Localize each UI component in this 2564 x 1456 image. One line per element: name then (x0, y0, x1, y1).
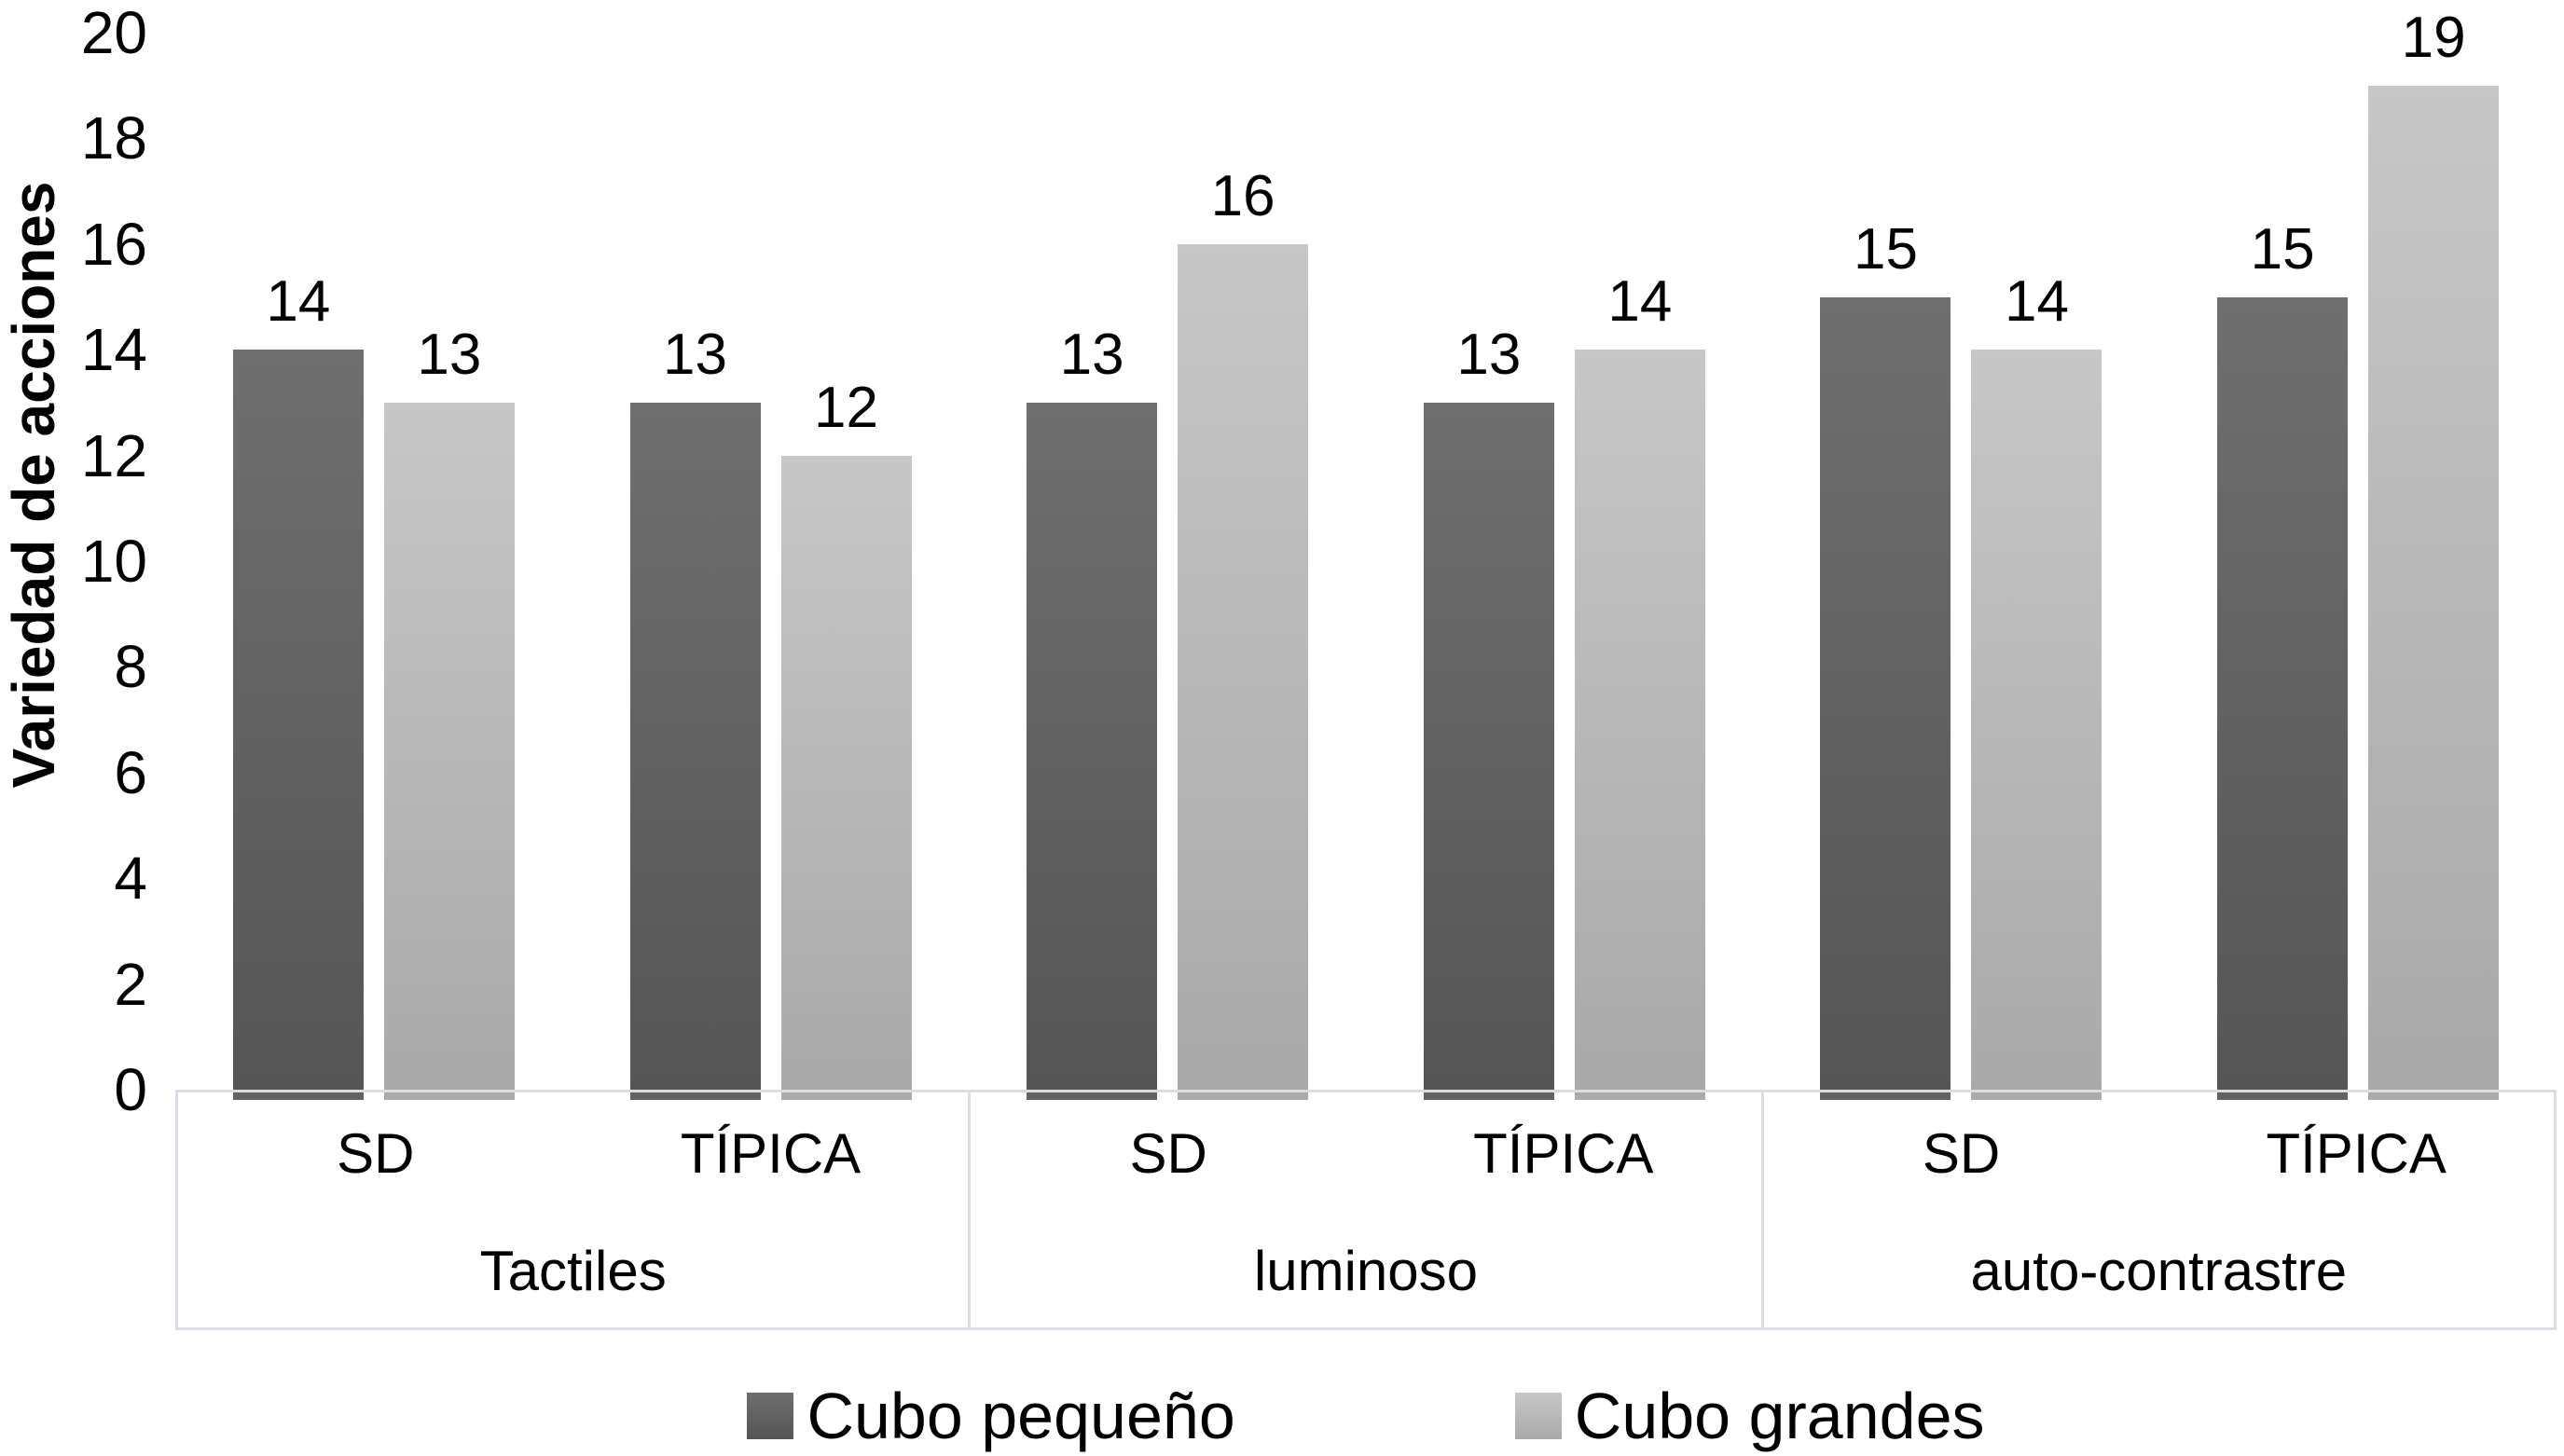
bar-stub (383, 1092, 515, 1100)
bar-stub (1820, 1092, 1951, 1100)
y-tick-label: 18 (80, 104, 147, 172)
category-group: SD TÍPICA auto-contrastre (1760, 1092, 2554, 1327)
bar-cubo-pequeno: 13 (629, 325, 761, 1100)
category-sub-label: TÍPICA (2266, 1122, 2447, 1186)
legend-item-cubo-pequeno: Cubo pequeño (747, 1380, 1235, 1452)
bar-cubo-pequeno: 15 (1820, 220, 1951, 1100)
bar-value-label: 15 (1854, 216, 1918, 282)
bar-group: 15 14 15 19 (1763, 8, 2557, 1100)
y-tick-label: 12 (80, 421, 147, 489)
category-sub-label: SD (1129, 1122, 1207, 1186)
y-tick-label: 10 (80, 528, 147, 595)
bar-stub (1027, 1092, 1158, 1100)
category-group-label: luminoso (1253, 1240, 1479, 1302)
y-tick-label: 2 (114, 950, 147, 1018)
bar-pair-cell: 14 13 (175, 33, 572, 1100)
y-tick-label: 8 (114, 633, 147, 701)
bar-cubo-grandes: 14 (1971, 273, 2102, 1100)
bar-cubo-grandes: 12 (780, 378, 912, 1100)
y-tick-label: 4 (114, 845, 147, 913)
bar-pair-cell: 13 14 (1366, 33, 1763, 1100)
legend-label-cubo-pequeno: Cubo pequeño (806, 1380, 1235, 1452)
bar-group: 14 13 13 12 (175, 33, 970, 1100)
legend-label-cubo-grandes: Cubo grandes (1574, 1380, 1985, 1452)
y-tick-label: 6 (114, 738, 147, 806)
bar-value-label: 15 (2250, 216, 2315, 282)
bar-stub (232, 1092, 364, 1100)
bar-cubo-grandes: 16 (1178, 167, 1309, 1100)
bar-value-label: 13 (663, 322, 727, 387)
category-axis: SD TÍPICA Tactiles SD TÍPICA luminoso SD TÍPICA… (175, 1092, 2557, 1330)
bar-stub (1178, 1092, 1309, 1100)
legend-item-cubo-grandes: Cubo grandes (1514, 1380, 1985, 1452)
bar-stub (629, 1092, 761, 1100)
bar-stub (2217, 1092, 2349, 1100)
bar-group: 13 16 13 14 (969, 33, 1763, 1100)
bar-pair-cell: 13 12 (572, 33, 970, 1100)
category-group: SD TÍPICA luminoso (968, 1092, 1760, 1327)
category-group: SD TÍPICA Tactiles (178, 1092, 968, 1327)
category-sub-label: SD (337, 1122, 415, 1186)
bar-stub (1423, 1092, 1554, 1100)
bar-cubo-grandes: 19 (2368, 8, 2500, 1100)
bar-value-label: 19 (2401, 5, 2466, 70)
bar-cubo-pequeno: 13 (1423, 325, 1554, 1100)
bar-value-label: 13 (1059, 322, 1124, 387)
y-tick-label: 16 (80, 210, 147, 278)
bar-stub (780, 1092, 912, 1100)
category-sub-label: SD (1922, 1122, 2001, 1186)
bar-value-label: 13 (417, 322, 482, 387)
bar-stub (1574, 1092, 1705, 1100)
bar-stub (1971, 1092, 2102, 1100)
legend-swatch-cubo-pequeno (747, 1393, 794, 1439)
bar-pair-cell: 15 14 (1763, 33, 2160, 1100)
category-sub-label: TÍPICA (680, 1122, 862, 1186)
y-axis-ticks: 0 2 4 6 8 10 12 14 16 18 20 (0, 0, 151, 1456)
category-group-label: Tactiles (479, 1240, 667, 1302)
bar-pair-cell: 15 19 (2159, 8, 2557, 1100)
bar-value-label: 14 (1607, 269, 1673, 335)
bar-value-label: 14 (2005, 269, 2069, 335)
bar-value-label: 12 (814, 375, 878, 440)
bar-value-label: 14 (266, 269, 331, 335)
y-tick-label: 0 (114, 1056, 147, 1123)
bar-cubo-grandes: 14 (1574, 273, 1705, 1100)
y-tick-label: 14 (80, 316, 147, 384)
category-group-label: auto-contrastre (1970, 1240, 2348, 1302)
legend: Cubo pequeño Cubo grandes (175, 1383, 2557, 1449)
bar-cubo-grandes: 13 (383, 325, 515, 1100)
bar-pair-cell: 13 16 (969, 33, 1366, 1100)
bar-cubo-pequeno: 15 (2217, 220, 2349, 1100)
plot-area: 14 13 13 12 13 16 13 14 15 14 15 19 (175, 8, 2557, 1100)
y-tick-label: 20 (80, 0, 147, 66)
bar-value-label: 16 (1210, 163, 1275, 228)
x-axis-line (175, 1090, 2557, 1092)
legend-swatch-cubo-grandes (1514, 1393, 1562, 1439)
bar-cubo-pequeno: 14 (232, 273, 364, 1100)
bar-stub (2368, 1092, 2500, 1100)
category-sub-label: TÍPICA (1473, 1122, 1654, 1186)
bar-value-label: 13 (1456, 322, 1522, 387)
bar-cubo-pequeno: 13 (1027, 325, 1158, 1100)
